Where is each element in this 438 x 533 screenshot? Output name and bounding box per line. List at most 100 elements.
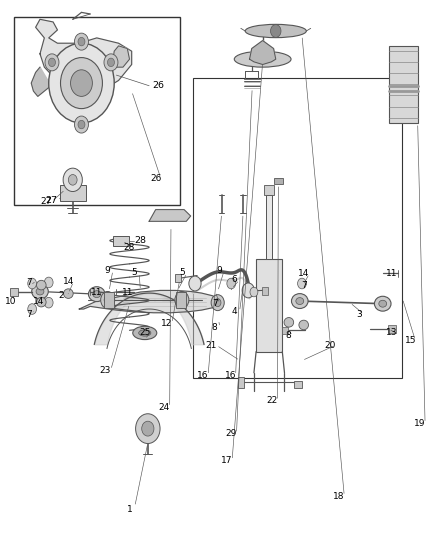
Bar <box>104 292 114 308</box>
Bar <box>193 78 403 378</box>
Text: 19: 19 <box>414 419 426 428</box>
Circle shape <box>63 168 82 191</box>
Text: 26: 26 <box>152 81 164 90</box>
Text: 4: 4 <box>231 307 237 316</box>
Circle shape <box>104 54 118 71</box>
Bar <box>238 377 244 387</box>
Polygon shape <box>35 19 132 99</box>
Circle shape <box>297 278 306 289</box>
Circle shape <box>136 414 160 443</box>
FancyBboxPatch shape <box>113 236 129 246</box>
Ellipse shape <box>296 297 304 304</box>
Polygon shape <box>112 46 130 67</box>
Circle shape <box>60 58 102 109</box>
Text: 1: 1 <box>127 505 132 514</box>
Text: 11: 11 <box>122 287 133 296</box>
Ellipse shape <box>291 294 308 309</box>
Text: 28: 28 <box>134 237 146 246</box>
Text: 5: 5 <box>131 269 137 277</box>
Ellipse shape <box>88 287 105 302</box>
Text: 7: 7 <box>26 310 32 319</box>
Circle shape <box>211 295 224 311</box>
Text: 9: 9 <box>216 266 222 274</box>
Text: 6: 6 <box>231 275 237 284</box>
Bar <box>175 274 180 282</box>
Circle shape <box>178 296 185 304</box>
Text: 17: 17 <box>221 456 233 465</box>
Circle shape <box>74 33 88 50</box>
Ellipse shape <box>32 284 48 299</box>
Bar <box>264 185 275 195</box>
Text: 14: 14 <box>298 269 310 278</box>
Text: 3: 3 <box>356 310 362 319</box>
Text: 5: 5 <box>179 269 185 277</box>
Text: 27: 27 <box>45 196 57 205</box>
Text: 21: 21 <box>205 341 217 350</box>
Text: 28: 28 <box>124 244 135 253</box>
Circle shape <box>242 283 254 298</box>
Circle shape <box>104 296 111 304</box>
Circle shape <box>74 116 88 133</box>
Text: 29: 29 <box>226 430 237 439</box>
Text: 7: 7 <box>212 299 218 308</box>
Text: 20: 20 <box>325 341 336 350</box>
Text: 25: 25 <box>139 328 151 337</box>
Text: 14: 14 <box>63 277 74 286</box>
Bar <box>14 17 180 205</box>
Bar <box>389 325 396 334</box>
Ellipse shape <box>234 51 291 67</box>
Ellipse shape <box>245 25 306 38</box>
Ellipse shape <box>133 326 157 340</box>
Polygon shape <box>149 209 191 221</box>
Bar <box>11 288 18 296</box>
Circle shape <box>215 298 221 306</box>
Ellipse shape <box>36 297 46 307</box>
Circle shape <box>28 278 36 289</box>
Circle shape <box>44 277 53 288</box>
Text: 16: 16 <box>197 371 208 380</box>
Circle shape <box>250 287 258 297</box>
Polygon shape <box>79 290 219 313</box>
Ellipse shape <box>139 330 151 336</box>
Ellipse shape <box>374 296 391 311</box>
Ellipse shape <box>299 320 308 330</box>
Circle shape <box>78 120 85 129</box>
Circle shape <box>28 304 36 314</box>
Text: 27: 27 <box>41 197 52 206</box>
Circle shape <box>44 297 53 308</box>
Bar <box>176 292 186 308</box>
Ellipse shape <box>36 280 46 290</box>
Text: 14: 14 <box>33 296 45 305</box>
Polygon shape <box>250 41 276 64</box>
Text: 16: 16 <box>225 371 236 380</box>
Text: 13: 13 <box>386 328 397 337</box>
Bar <box>60 185 86 201</box>
Text: 10: 10 <box>4 296 16 305</box>
Circle shape <box>49 43 114 123</box>
Text: 7: 7 <box>26 278 32 287</box>
Text: 2: 2 <box>58 291 64 300</box>
Circle shape <box>101 292 115 309</box>
Text: 26: 26 <box>150 174 161 183</box>
Circle shape <box>49 58 56 67</box>
Text: 11: 11 <box>91 287 102 296</box>
Text: 8: 8 <box>285 331 291 340</box>
Bar <box>389 46 418 123</box>
Circle shape <box>271 25 281 37</box>
Circle shape <box>175 292 189 309</box>
Text: 11: 11 <box>386 269 397 278</box>
Bar <box>294 381 302 387</box>
Ellipse shape <box>379 300 387 307</box>
Text: 9: 9 <box>105 266 110 274</box>
Bar <box>256 259 283 352</box>
Text: 23: 23 <box>100 366 111 375</box>
Circle shape <box>78 37 85 46</box>
Circle shape <box>189 276 201 291</box>
Circle shape <box>71 70 92 96</box>
Circle shape <box>107 58 114 67</box>
Bar <box>266 195 272 259</box>
Bar <box>283 327 288 334</box>
Text: 18: 18 <box>333 491 345 500</box>
Circle shape <box>45 54 59 71</box>
Text: 8: 8 <box>212 323 218 332</box>
